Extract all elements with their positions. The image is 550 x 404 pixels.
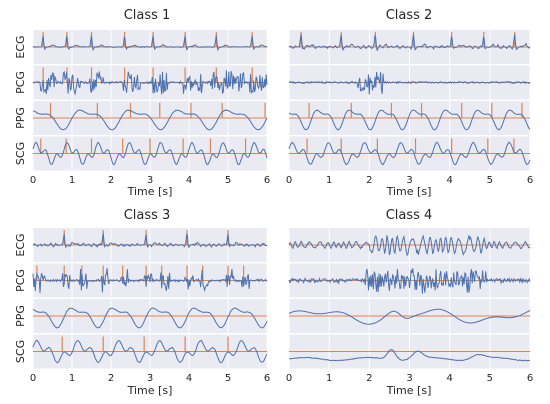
x-axis-label: Time [s] <box>127 384 173 397</box>
panel-title: Class 1 <box>124 8 171 23</box>
x-tick-label: 5 <box>487 373 493 384</box>
x-tick-label: 4 <box>186 373 192 384</box>
x-tick-label: 2 <box>366 373 372 384</box>
x-tick-label: 2 <box>366 175 372 186</box>
row-ppg: PPG <box>14 101 268 135</box>
x-tick-label: 2 <box>108 373 114 384</box>
signal-pcg <box>288 268 531 294</box>
row-label: ECG <box>14 233 27 256</box>
signal-scg <box>288 141 531 166</box>
signal-scg <box>32 141 268 166</box>
row-pcg: PCG <box>14 263 268 298</box>
signal-scg <box>32 339 268 364</box>
signal-ecg <box>288 234 531 257</box>
row-ppg <box>288 299 531 333</box>
x-tick-label: 5 <box>487 175 493 186</box>
x-tick-label: 6 <box>527 373 533 384</box>
x-tick-label: 6 <box>264 175 270 186</box>
x-axis-label: Time [s] <box>386 384 432 397</box>
row-ecg <box>288 228 531 262</box>
row-pcg <box>288 263 531 298</box>
signal-scg <box>288 348 531 362</box>
signal-ppg <box>288 109 531 131</box>
row-pcg <box>288 65 531 100</box>
x-tick-label: 1 <box>326 373 332 384</box>
x-tick-label: 1 <box>69 373 75 384</box>
x-tick-label: 4 <box>446 373 452 384</box>
row-ecg: ECG <box>14 228 268 262</box>
row-ppg: PPG <box>14 299 268 333</box>
row-ecg <box>288 30 531 64</box>
x-tick-label: 5 <box>225 373 231 384</box>
row-ppg <box>288 101 531 135</box>
row-scg <box>288 136 531 171</box>
signal-ecg <box>32 233 268 249</box>
x-tick-label: 3 <box>406 373 412 384</box>
row-label: ECG <box>14 35 27 58</box>
x-tick-label: 3 <box>406 175 412 186</box>
x-tick-label: 0 <box>286 373 292 384</box>
row-scg <box>288 334 531 369</box>
row-label: PPG <box>14 305 27 327</box>
x-tick-label: 0 <box>30 373 36 384</box>
signal-ppg <box>32 307 268 329</box>
x-axis-label: Time [s] <box>386 185 432 198</box>
row-ecg: ECG <box>14 30 268 64</box>
signal-ppg <box>288 308 531 325</box>
panel-2: Class 2 0 1 2 3 4 5 6 Time [s] <box>286 8 533 198</box>
signal-pcg <box>288 71 531 95</box>
x-tick-label: 6 <box>527 175 533 186</box>
x-tick-label: 0 <box>286 175 292 186</box>
x-tick-label: 5 <box>225 175 231 186</box>
x-tick-label: 1 <box>69 175 75 186</box>
row-pcg: PCG <box>14 65 268 100</box>
x-tick-label: 1 <box>326 175 332 186</box>
signal-ecg <box>32 35 268 52</box>
signal-ppg <box>32 109 268 131</box>
panel-title: Class 3 <box>124 208 171 223</box>
x-tick-label: 4 <box>446 175 452 186</box>
row-label: SCG <box>14 340 27 363</box>
x-tick-label: 0 <box>30 175 36 186</box>
panel-title: Class 4 <box>386 208 433 223</box>
signal-ecg <box>288 33 531 52</box>
signal-pcg <box>32 268 268 293</box>
x-tick-label: 4 <box>186 175 192 186</box>
signal-pcg <box>32 70 268 96</box>
x-tick-label: 2 <box>108 175 114 186</box>
row-scg: SCG <box>14 136 268 171</box>
x-axis-label: Time [s] <box>127 185 173 198</box>
row-scg: SCG <box>14 334 268 369</box>
x-tick-label: 3 <box>147 175 153 186</box>
x-tick-label: 3 <box>147 373 153 384</box>
row-label: PCG <box>14 269 27 292</box>
row-label: PPG <box>14 107 27 129</box>
row-label: SCG <box>14 142 27 165</box>
panel-title: Class 2 <box>386 8 433 23</box>
x-tick-label: 6 <box>264 373 270 384</box>
panel-4: Class 4 0 1 2 3 4 5 6 Time [s] <box>286 208 533 397</box>
row-label: PCG <box>14 71 27 94</box>
